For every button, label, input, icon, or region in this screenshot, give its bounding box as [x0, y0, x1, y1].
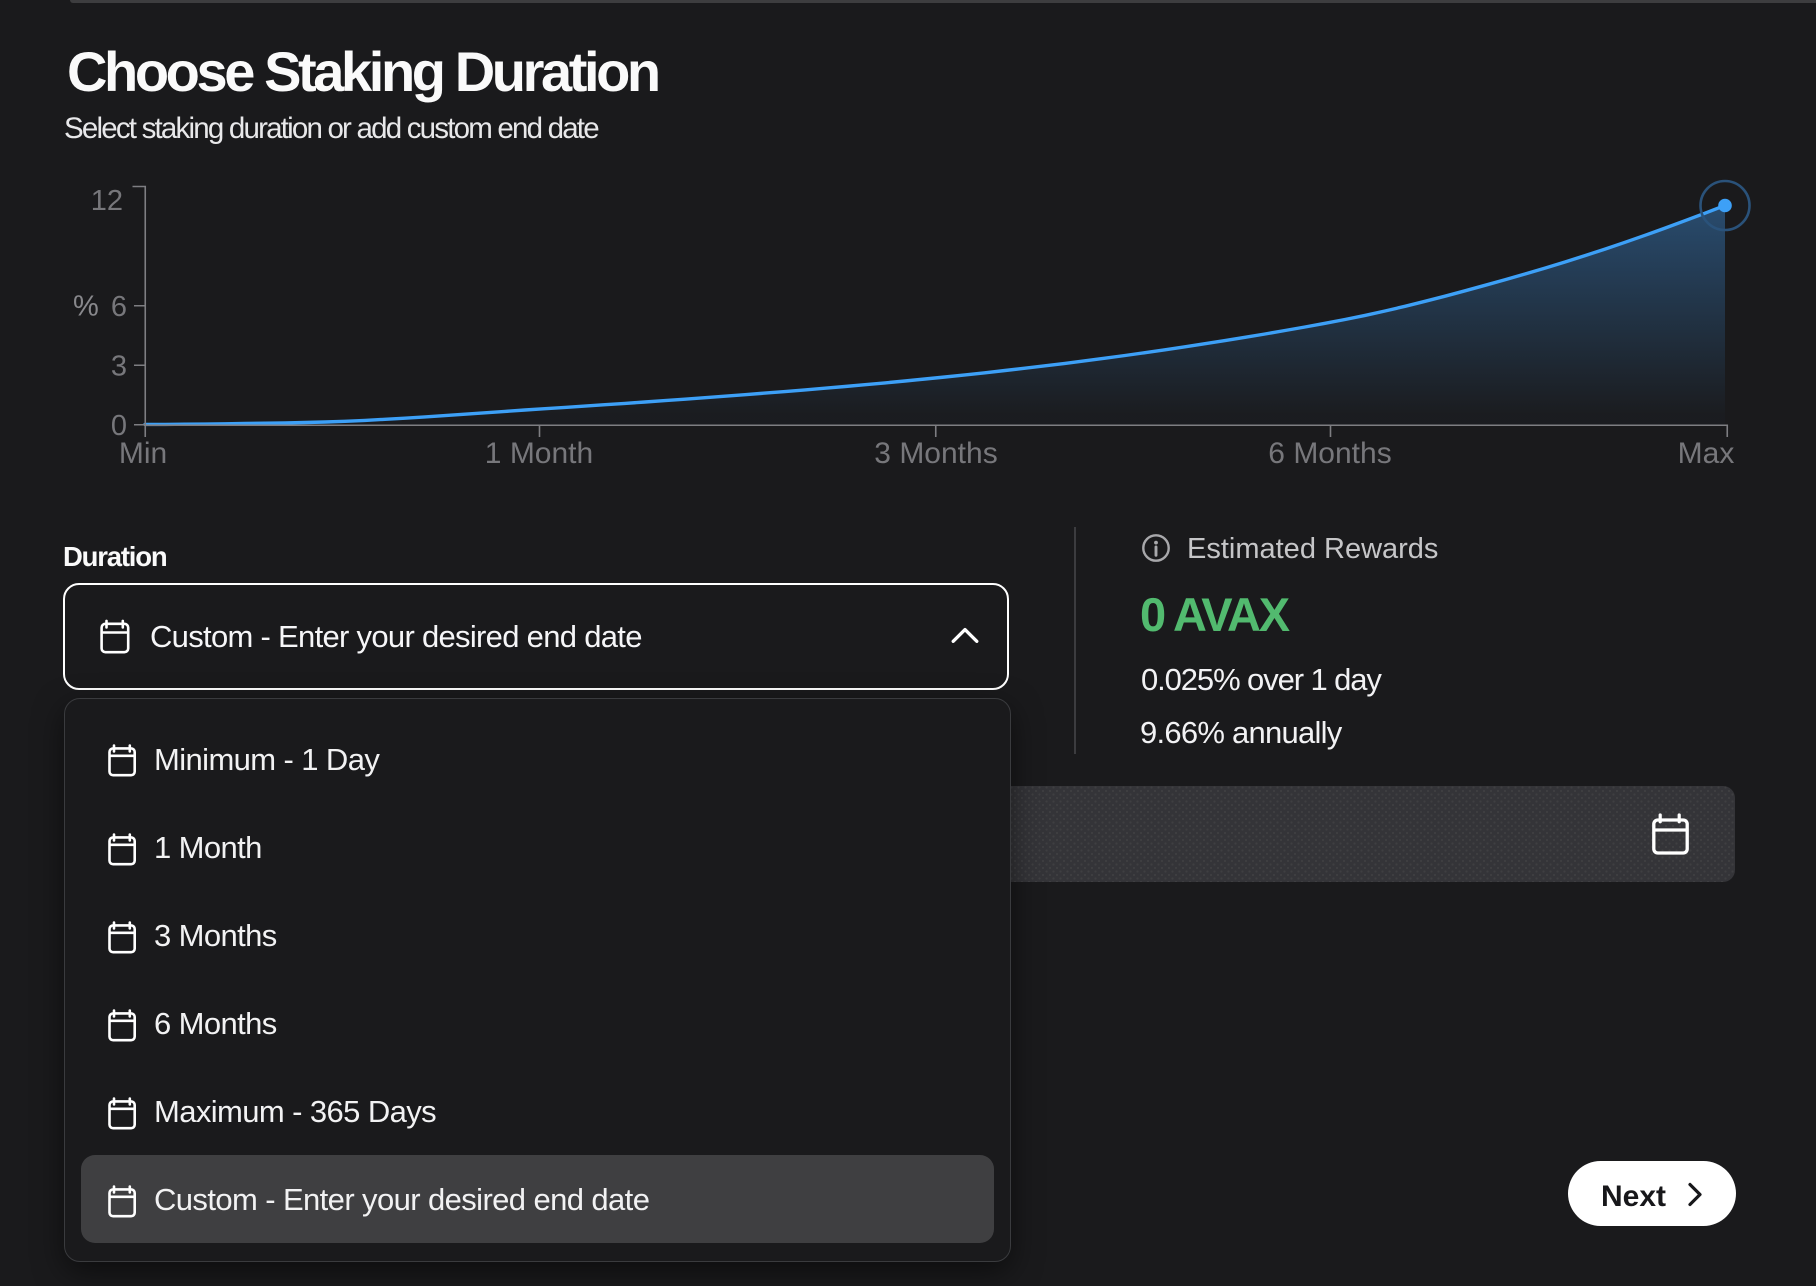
svg-text:0: 0	[111, 410, 127, 442]
svg-text:Min: Min	[119, 437, 167, 470]
svg-text:12: 12	[91, 185, 123, 217]
svg-text:1 Month: 1 Month	[485, 437, 593, 470]
svg-text:3 Months: 3 Months	[874, 437, 997, 470]
svg-text:%: %	[73, 291, 99, 323]
svg-text:Max: Max	[1678, 437, 1735, 470]
svg-text:6 Months: 6 Months	[1268, 437, 1391, 470]
svg-text:3: 3	[111, 351, 127, 383]
svg-text:6: 6	[111, 291, 127, 323]
